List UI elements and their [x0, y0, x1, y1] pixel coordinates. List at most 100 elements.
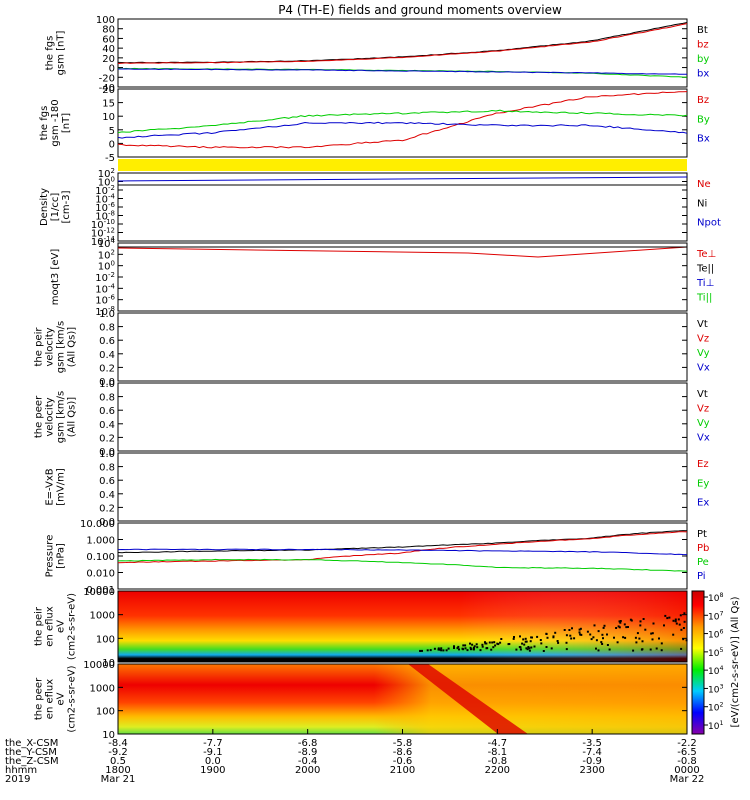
spectrogram-speckle — [440, 647, 443, 650]
spectrogram-speckle — [499, 641, 502, 644]
spectrogram-speckle — [683, 620, 686, 623]
ytick-label: 100 — [96, 707, 115, 718]
spectrogram-speckle — [457, 645, 460, 648]
spectrogram-speckle — [613, 636, 615, 639]
row-value: -0.6 — [393, 756, 413, 767]
panel-ylabel: Density[1/cc][cm-3] — [39, 188, 72, 226]
row-value: -0.9 — [582, 756, 602, 767]
panel-ylabel: the peervelocitygsm [km/s(All Qs)] — [34, 391, 78, 444]
series-line-Pi — [117, 548, 688, 556]
spectrogram-speckle — [515, 648, 518, 651]
ytick-label: 0.0 — [99, 517, 115, 528]
spectrogram-speckle — [606, 633, 608, 636]
row-value: -8.6 — [393, 747, 413, 758]
legend-Vx: Vx — [697, 433, 710, 444]
spectrogram-speckle — [602, 637, 604, 640]
colorbar-tick-label: 106 — [708, 629, 723, 641]
spectrogram-speckle — [603, 624, 606, 627]
ytick-label: 0.6 — [99, 476, 115, 487]
ytick-label: 0.4 — [99, 350, 115, 361]
panel-ylabel: the fgsgsm [nT] — [45, 31, 67, 76]
panel-frame — [117, 382, 688, 452]
row-value: 2000 — [295, 765, 320, 776]
row-value: -0.8 — [488, 756, 508, 767]
spectrogram-speckle — [600, 641, 603, 644]
spectrogram-speckle — [453, 647, 455, 649]
spectrogram-speckle — [678, 623, 681, 626]
spectrogram-speckle — [597, 649, 600, 652]
spectrogram-speckle — [674, 618, 677, 621]
spectrogram-speckle — [493, 641, 496, 644]
spectrogram-speckle — [513, 636, 515, 638]
row-label: the_X-CSM — [5, 738, 58, 749]
spectrogram-speckle — [552, 635, 555, 638]
spectrogram-speckle — [571, 627, 573, 630]
spectrogram-speckle — [668, 616, 671, 619]
ytick-label: 10-8 — [95, 305, 115, 318]
ytick-label: 1.0 — [99, 309, 115, 320]
ytick-label: 0 — [109, 64, 115, 75]
legend-Ti⊥: Ti⊥ — [696, 278, 714, 289]
legend-Ni: Ni — [697, 198, 707, 209]
spectrogram-speckle — [616, 641, 619, 644]
spectrogram-speckle — [469, 642, 471, 645]
spectrogram-speckle — [660, 649, 663, 652]
legend-Npot: Npot — [697, 218, 721, 229]
spectrogram-speckle — [622, 636, 625, 639]
legend-Bx: Bx — [697, 134, 710, 145]
bottom-axis-labels: the_X-CSM -8.4 -7.7 -6.8 -5.8 -4.7 -3.5 -2.2 the… — [5, 729, 704, 785]
spectrogram-speckle — [472, 646, 475, 649]
spectrogram-speckle — [529, 640, 532, 643]
spectrogram-speckle — [593, 624, 596, 627]
spectrogram-speckle — [447, 647, 450, 650]
spectrogram-speckle — [592, 636, 595, 639]
spectrogram-speckle — [522, 638, 525, 641]
legend-Bt: Bt — [697, 25, 708, 36]
ytick-label: 0.8 — [99, 323, 115, 334]
spectrogram-speckle — [523, 643, 526, 646]
ytick-label: 104 — [98, 237, 116, 250]
row-value: -5.8 — [393, 738, 413, 749]
row-value: -7.4 — [582, 747, 602, 758]
row-label: the_Z-CSM — [5, 756, 59, 767]
spectrogram-speckle — [473, 645, 476, 648]
spectrogram-speckle — [619, 620, 622, 622]
ytick-label: 0.001 — [86, 585, 115, 596]
row-value: -0.4 — [298, 756, 318, 767]
row-value: -2.2 — [677, 738, 697, 749]
spectrogram-speckle — [563, 629, 566, 631]
ytick-label: 5 — [109, 126, 115, 137]
row-value: -3.5 — [582, 738, 602, 749]
spectrogram-speckle — [484, 641, 486, 644]
panel-frame — [117, 172, 688, 242]
ytick-label: 1000 — [90, 683, 115, 694]
spectrogram-speckle — [601, 633, 604, 636]
spectrogram-speckle — [481, 645, 484, 648]
spectrogram-speckle — [651, 638, 654, 641]
spectrogram-speckle — [595, 647, 597, 650]
spectrogram-speckle — [666, 617, 669, 620]
spectrogram-speckle — [481, 643, 484, 646]
end-date: Mar 22 — [670, 774, 705, 785]
spectrogram-speckle — [542, 650, 545, 652]
legend-Pt: Pt — [697, 529, 707, 540]
density-trace — [117, 176, 688, 182]
ytick-label: 10-2 — [95, 271, 115, 284]
ytick-label: 100 — [96, 15, 115, 26]
ytick-label: 0.100 — [86, 552, 115, 563]
spectrogram-speckle — [470, 648, 472, 651]
panel-frame — [117, 452, 688, 522]
ytick-label: 0.0 — [99, 447, 115, 458]
spectrogram-speckle — [519, 646, 522, 649]
spectrogram-speckle — [442, 649, 445, 652]
row-value: 2300 — [579, 765, 604, 776]
panel-ylabel: E=-VxB[mV/m] — [45, 468, 67, 506]
spectrogram-speckle — [568, 629, 571, 631]
ytick-label: 10-10 — [91, 218, 115, 231]
legend-Vz: Vz — [697, 404, 709, 415]
row-value: -6.5 — [677, 747, 697, 758]
ytick-label: 10.000 — [80, 519, 115, 530]
panel-ylabel: the peirvelocitygsm [km/s(All Qs)] — [34, 321, 78, 374]
